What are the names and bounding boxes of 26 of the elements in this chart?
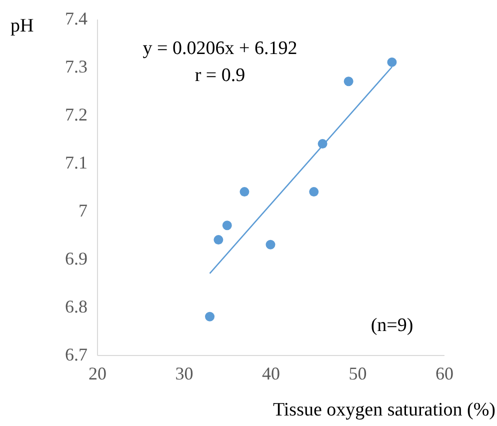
y-tick-label: 7.2	[65, 104, 88, 124]
x-tick-label: 20	[88, 364, 106, 384]
x-tick-label: 30	[175, 364, 194, 384]
annotation: y = 0.0206x + 6.192	[142, 38, 298, 59]
point	[266, 240, 276, 250]
point	[205, 312, 215, 322]
y-tick-label: 7	[78, 200, 88, 220]
point	[387, 57, 397, 67]
y-tick-label: 7.3	[65, 56, 88, 76]
point	[214, 235, 224, 245]
x-tick-label: 50	[348, 364, 367, 384]
x-tick-label: 40	[262, 364, 280, 384]
x-axis-title: Tissue oxygen saturation (%)	[272, 400, 496, 420]
point	[240, 187, 250, 197]
point	[309, 187, 319, 197]
y-axis-title: pH	[10, 16, 34, 36]
annotation: r = 0.9	[194, 65, 246, 86]
y-tick-label: 7.4	[65, 8, 88, 28]
x-tick-label: 60	[436, 364, 454, 384]
annotation: (n=9)	[370, 315, 414, 336]
y-tick-label: 7.1	[65, 152, 88, 172]
y-tick-label: 6.7	[65, 344, 88, 364]
y-tick-label: 6.8	[65, 296, 88, 316]
y-tick-label: 6.9	[65, 248, 88, 268]
point	[344, 76, 354, 86]
point	[222, 220, 232, 230]
